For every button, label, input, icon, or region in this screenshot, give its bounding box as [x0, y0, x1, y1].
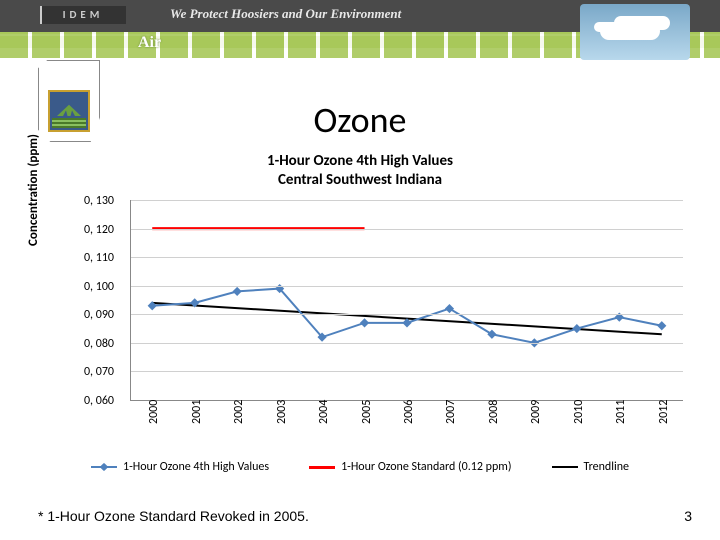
sky-photo-icon: [580, 4, 690, 60]
x-tick-label: 2008: [487, 400, 501, 424]
x-tick-label: 2005: [360, 400, 374, 424]
chart-subtitle: 1-Hour Ozone 4th High Values Central Sou…: [0, 152, 720, 190]
x-tick-label: 2012: [657, 400, 671, 424]
banner-section: Air: [138, 34, 161, 52]
gridline: [131, 257, 683, 258]
x-tick-label: 2002: [232, 400, 246, 424]
y-axis-label: Concentration (ppm): [26, 130, 41, 250]
y-tick-label: 0, 110: [66, 251, 114, 265]
y-tick-label: 0, 060: [66, 394, 114, 408]
x-tick-label: 2004: [317, 400, 331, 424]
x-tick-label: 2007: [444, 400, 458, 424]
chart-area: Concentration (ppm) 0, 1300, 1200, 1100,…: [66, 200, 686, 450]
y-tick-label: 0, 100: [66, 280, 114, 294]
legend-swatch-standard: [309, 466, 335, 469]
legend-swatch-trend: [552, 466, 578, 468]
idem-logo: IDEM: [40, 6, 126, 24]
banner-tagline: We Protect Hoosiers and Our Environment: [170, 6, 401, 22]
y-tick-label: 0, 070: [66, 365, 114, 379]
x-tick-label: 2010: [572, 400, 586, 424]
slide: IDEM We Protect Hoosiers and Our Environ…: [0, 0, 720, 540]
plot-region: [130, 200, 683, 401]
legend-item-standard: 1-Hour Ozone Standard (0.12 ppm): [309, 460, 511, 474]
page-number: 3: [684, 508, 692, 524]
footnote: * 1-Hour Ozone Standard Revoked in 2005.: [38, 508, 309, 524]
y-tick-label: 0, 120: [66, 223, 114, 237]
legend-item-trend: Trendline: [552, 460, 630, 474]
x-tick-label: 2011: [614, 400, 628, 424]
legend-item-values: 1-Hour Ozone 4th High Values: [91, 460, 269, 474]
x-tick-label: 2009: [529, 400, 543, 424]
x-tick-label: 2000: [147, 400, 161, 424]
gridline: [131, 286, 683, 287]
gridline: [131, 371, 683, 372]
subtitle-line-2: Central Southwest Indiana: [278, 171, 442, 189]
chart-svg: [131, 200, 683, 400]
x-tick-label: 2006: [402, 400, 416, 424]
header-banner: IDEM We Protect Hoosiers and Our Environ…: [0, 0, 720, 92]
x-tick-label: 2001: [190, 400, 204, 424]
legend-swatch-values: [91, 466, 117, 468]
gridline: [131, 229, 683, 230]
y-tick-label: 0, 080: [66, 337, 114, 351]
gridline: [131, 343, 683, 344]
y-tick-label: 0, 090: [66, 308, 114, 322]
y-tick-label: 0, 130: [66, 194, 114, 208]
legend: 1-Hour Ozone 4th High Values 1-Hour Ozon…: [0, 460, 720, 474]
x-tick-label: 2003: [275, 400, 289, 424]
subtitle-line-1: 1-Hour Ozone 4th High Values: [267, 152, 453, 170]
legend-label-standard: 1-Hour Ozone Standard (0.12 ppm): [341, 460, 511, 474]
legend-label-trend: Trendline: [584, 460, 630, 474]
gridline: [131, 200, 683, 201]
page-title: Ozone: [0, 98, 720, 142]
gridline: [131, 314, 683, 315]
legend-label-values: 1-Hour Ozone 4th High Values: [123, 460, 269, 474]
